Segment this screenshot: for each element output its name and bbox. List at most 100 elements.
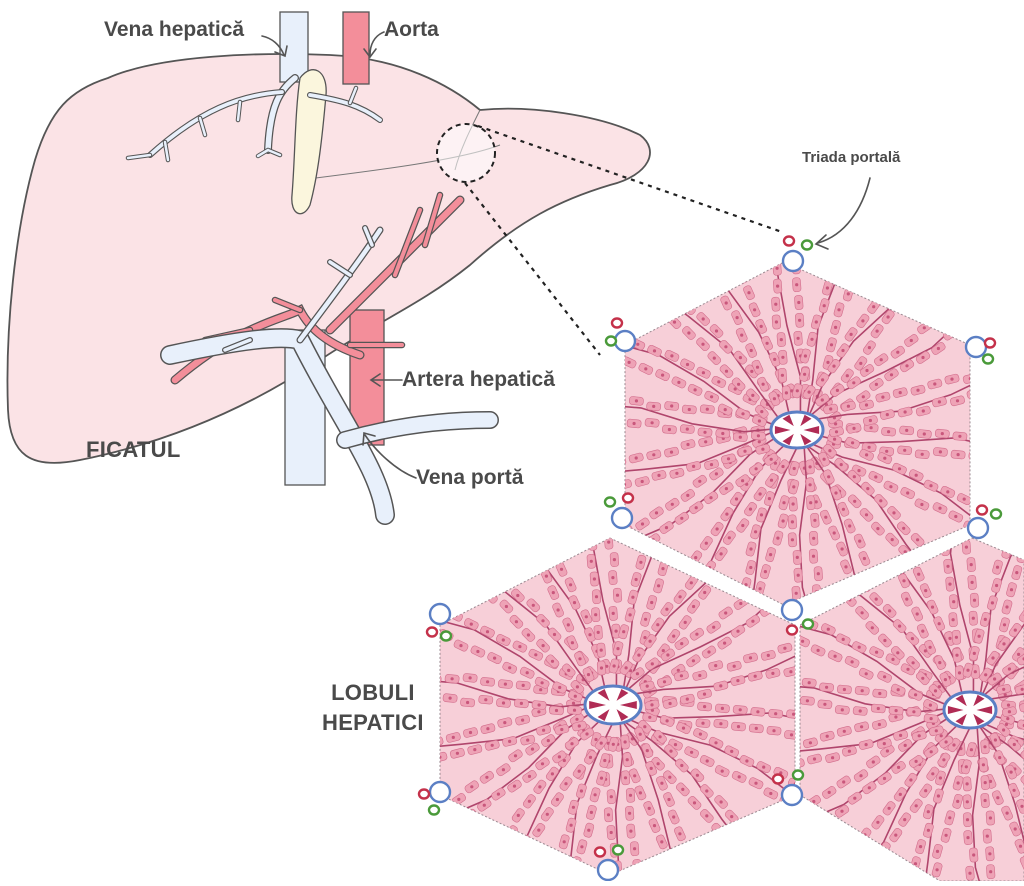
hepatocyte-nucleus	[607, 541, 610, 544]
hepatocyte-nucleus	[851, 441, 854, 444]
hepatocyte	[705, 262, 718, 278]
hepatocyte-nucleus	[519, 527, 522, 530]
hepatocyte-nucleus	[861, 611, 864, 614]
hepatocyte-nucleus	[904, 744, 907, 747]
hepatocyte-nucleus	[899, 793, 902, 796]
hepatocyte	[425, 693, 440, 702]
hepatocyte-nucleus	[973, 652, 976, 655]
hepatocyte-nucleus	[954, 515, 957, 518]
hepatocyte-nucleus	[672, 815, 675, 818]
bile-ductule	[793, 771, 803, 780]
hepatocyte-nucleus	[850, 333, 853, 336]
hepatocyte-nucleus	[502, 638, 505, 641]
hepatocyte-nucleus	[991, 601, 994, 604]
hepatocyte-nucleus	[536, 559, 539, 562]
hepatocyte-nucleus	[657, 474, 660, 477]
hepatocyte-nucleus	[714, 741, 717, 744]
hepatocyte-nucleus	[567, 669, 570, 672]
hepatocyte-nucleus	[617, 403, 620, 406]
hepatocyte	[474, 573, 490, 589]
hepatocyte-nucleus	[713, 357, 716, 360]
hepatocyte-nucleus	[937, 347, 940, 350]
hepatocyte	[565, 873, 576, 881]
hepatocyte-nucleus	[833, 531, 836, 534]
hepatocyte-nucleus	[675, 472, 678, 475]
hepatocyte-nucleus	[641, 522, 644, 525]
hepatocyte-nucleus	[693, 801, 696, 804]
hepatocyte-nucleus	[547, 739, 550, 742]
hepatocyte	[582, 519, 591, 534]
hepatocyte	[969, 451, 984, 460]
hepatocyte-nucleus	[834, 655, 837, 658]
hepatocyte-nucleus	[865, 513, 868, 516]
hepatocyte-nucleus	[792, 713, 795, 716]
hepatocyte-nucleus	[856, 258, 859, 261]
hepatocyte-nucleus	[528, 775, 531, 778]
hepatocyte-nucleus	[780, 338, 783, 341]
hepatocyte-nucleus	[707, 251, 710, 254]
hepatocyte-nucleus	[911, 556, 914, 559]
hepatocyte-nucleus	[600, 742, 603, 745]
hepatocyte	[656, 275, 672, 291]
hepatocyte	[475, 547, 491, 563]
hepatocyte	[960, 322, 976, 336]
hepatocyte-nucleus	[637, 654, 640, 657]
hepatocyte-nucleus	[556, 550, 559, 553]
hepatocyte-nucleus	[905, 364, 908, 367]
hepatocyte-nucleus	[894, 277, 897, 280]
hepatocyte-nucleus	[728, 536, 731, 539]
hepatocyte-nucleus	[792, 502, 795, 505]
hepatocyte-nucleus	[809, 501, 812, 504]
hepatocyte-nucleus	[821, 398, 824, 401]
hepatocyte-nucleus	[526, 671, 529, 674]
hepatocyte-nucleus	[725, 370, 728, 373]
hepatocyte-nucleus	[622, 630, 625, 633]
hepatocyte-nucleus	[660, 840, 663, 843]
hepatocyte-nucleus	[417, 743, 420, 746]
hepatocyte-nucleus	[670, 404, 673, 407]
hepatocyte-nucleus	[859, 709, 862, 712]
hepatocyte-nucleus	[564, 782, 567, 785]
hepatocyte-nucleus	[1010, 588, 1013, 591]
hepatocyte-nucleus	[1002, 728, 1005, 731]
hepatocyte-nucleus	[870, 426, 873, 429]
hepatocyte-nucleus	[933, 382, 936, 385]
hepatocyte-nucleus	[938, 507, 941, 510]
hepatocyte-nucleus	[694, 388, 697, 391]
portal-arteriole	[427, 628, 437, 637]
hepatocyte-nucleus	[914, 693, 917, 696]
hepatocyte-nucleus	[813, 519, 816, 522]
hepatocyte-nucleus	[915, 804, 918, 807]
hepatocyte-nucleus	[1013, 789, 1016, 792]
hepatocyte-nucleus	[516, 594, 519, 597]
hepatocyte-nucleus	[670, 451, 673, 454]
hepatocyte-nucleus	[703, 591, 706, 594]
hepatocyte-nucleus	[775, 320, 778, 323]
hepatocyte-nucleus	[883, 639, 886, 642]
hepatocyte-nucleus	[891, 538, 894, 541]
hepatocyte-nucleus	[973, 599, 976, 602]
hepatocyte-nucleus	[644, 618, 647, 621]
hepatocyte-nucleus	[595, 595, 598, 598]
hepatocyte-nucleus	[681, 788, 684, 791]
hepatocyte-nucleus	[861, 319, 864, 322]
hepatocyte-nucleus	[539, 688, 542, 691]
hepatocyte-nucleus	[762, 383, 765, 386]
hepatocyte-nucleus	[754, 675, 757, 678]
hepatocyte-nucleus	[835, 430, 838, 433]
hepatocyte	[689, 858, 702, 874]
hepatocyte-nucleus	[986, 372, 989, 375]
hepatocyte	[644, 287, 660, 303]
hepatocyte-nucleus	[963, 528, 966, 531]
hepatocyte-nucleus	[692, 605, 695, 608]
hepatocyte-nucleus	[882, 291, 885, 294]
hepatocyte-nucleus	[830, 343, 833, 346]
hepatocyte-nucleus	[883, 777, 886, 780]
hepatocyte	[514, 521, 527, 537]
hepatocyte	[903, 873, 914, 881]
hepatocyte-nucleus	[760, 410, 763, 413]
hepatocyte-nucleus	[587, 673, 590, 676]
hepatocyte-nucleus	[665, 608, 668, 611]
hepatocyte-nucleus	[706, 759, 709, 762]
hepatocyte-nucleus	[552, 591, 555, 594]
